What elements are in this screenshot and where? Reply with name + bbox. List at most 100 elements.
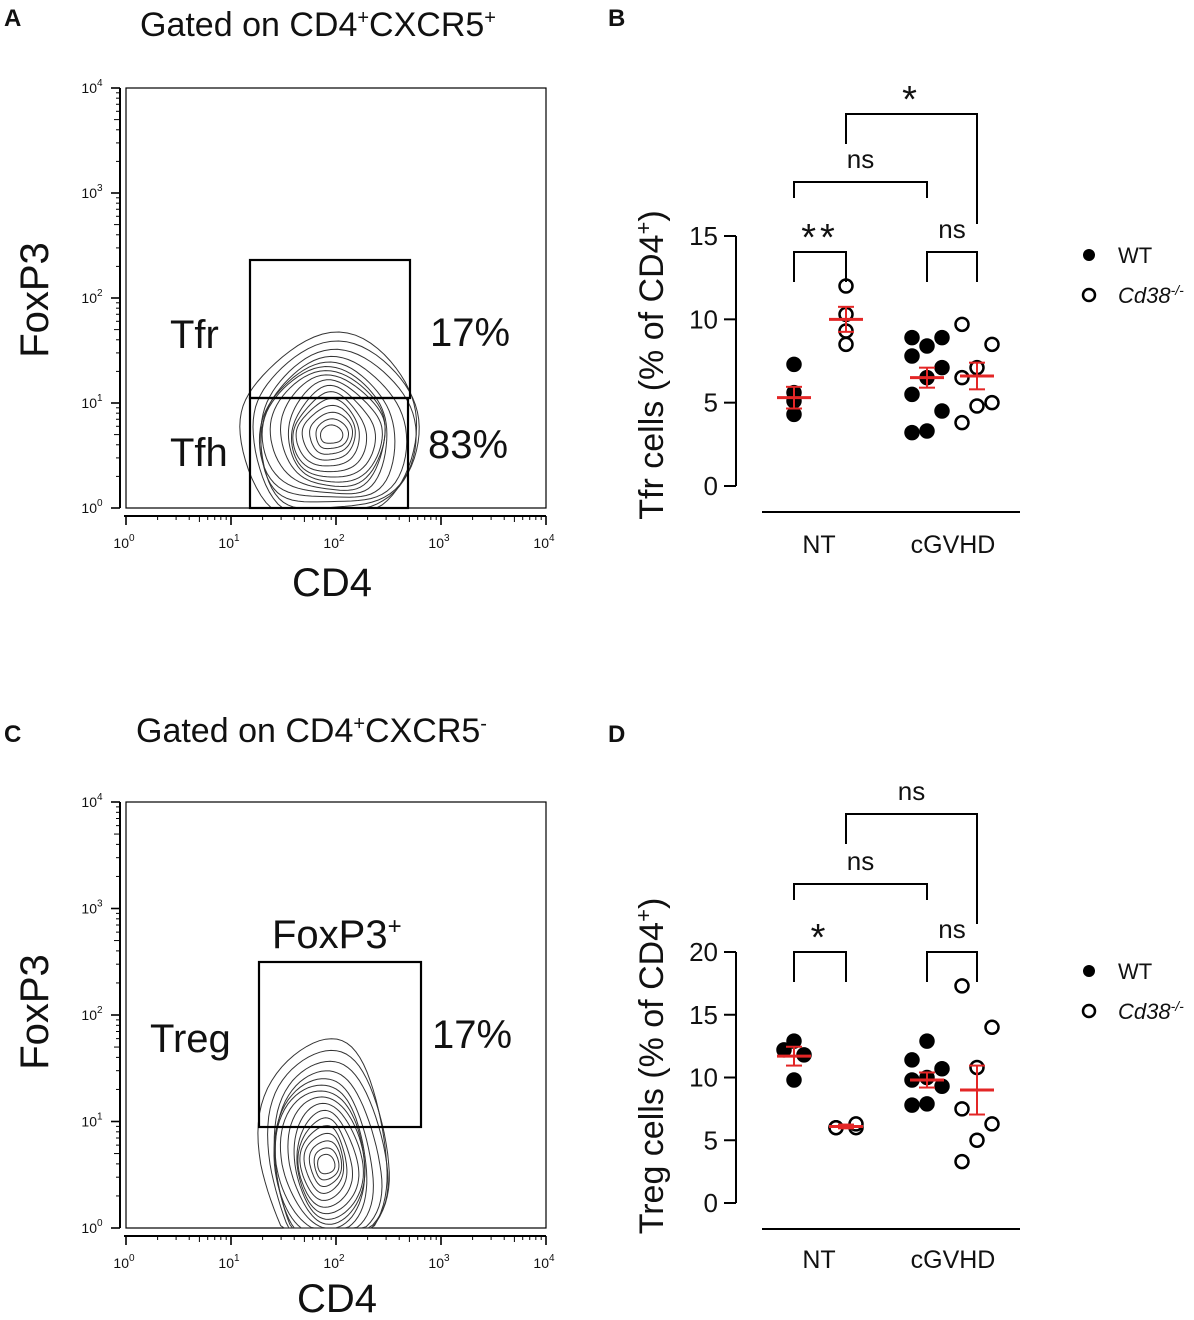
contour-line [274, 1070, 383, 1229]
y-tick-label: 20 [689, 937, 718, 967]
significance-bracket [793, 251, 847, 282]
data-point [954, 369, 970, 386]
contour-line [295, 398, 360, 467]
x-tick-label: 104 [533, 1253, 555, 1271]
contour-line [260, 348, 417, 509]
contour-line [308, 1140, 343, 1187]
panel-letter-c: C [4, 721, 21, 748]
contour-line [301, 404, 356, 461]
contour-group [239, 331, 420, 509]
data-point [954, 1153, 970, 1170]
significance-bracket [793, 883, 928, 900]
contour-line [290, 384, 377, 478]
data-point [954, 316, 970, 333]
y-tick-label: 102 [81, 288, 103, 306]
contour-line [252, 340, 420, 509]
x-tick-label: 102 [323, 1253, 345, 1271]
panel-c-xlabel: CD4 [297, 1277, 377, 1320]
data-point [969, 398, 985, 414]
data-point [934, 403, 950, 419]
gate-label-tfr: Tfr [170, 313, 219, 357]
panel-c-title: Gated on CD4+CXCR5- [136, 712, 487, 750]
data-point [984, 1019, 1000, 1036]
data-point [786, 1072, 802, 1088]
y-tick-label: 15 [689, 221, 718, 251]
data-point [786, 1033, 802, 1049]
data-point [904, 424, 920, 441]
contour-line [292, 391, 368, 473]
gate-box [248, 258, 412, 400]
contour-line [303, 1132, 345, 1195]
data-point [934, 1060, 950, 1077]
contour-line [261, 365, 388, 495]
scatter-plot-b: 0 5 10 15 ** ns ns * [689, 79, 1020, 513]
data-point [904, 1097, 920, 1113]
panel-a-title: Gated on CD4+CXCR5+ [140, 6, 496, 44]
gate-percent-treg: 17% [432, 1013, 512, 1057]
y-tick-label: 104 [81, 78, 103, 96]
data-point [919, 1033, 935, 1049]
y-tick-label: 100 [81, 498, 103, 516]
legend-b-ko-label: Cd38-/- [1118, 282, 1184, 308]
significance-bracket [845, 113, 978, 224]
gate-box [248, 396, 410, 510]
y-tick-label: 0 [704, 471, 718, 501]
data-point [904, 386, 920, 403]
x-tick-label: 101 [218, 1253, 240, 1271]
contour-line [315, 418, 349, 450]
gate-percent-tfh: 83% [428, 423, 508, 467]
significance-bracket [845, 813, 978, 924]
y-tick-label: 10 [689, 1063, 718, 1093]
legend-b-ko-marker [1081, 287, 1097, 303]
contour-line [257, 1038, 388, 1229]
x-tick-label: 100 [113, 1253, 135, 1271]
panel-d-ylabel: Treg cells (% of CD4+) [631, 898, 671, 1235]
data-point [919, 423, 935, 439]
data-point [984, 1116, 1000, 1132]
significance-label: ns [938, 214, 965, 244]
legend-b-wt-marker [1083, 249, 1095, 261]
significance-bracket [793, 951, 847, 982]
panel-b-category-cgvhd: cGVHD [911, 531, 996, 559]
contour-line [319, 424, 344, 444]
panel-letter-d: D [608, 721, 625, 748]
y-tick-label: 5 [704, 388, 718, 418]
x-tick-label: 104 [533, 533, 555, 551]
x-tick-label: 102 [323, 533, 345, 551]
panel-b-category-nt: NT [802, 531, 835, 559]
y-tick-label: 103 [81, 183, 103, 201]
contour-line [313, 1147, 340, 1181]
contour-line [267, 1049, 390, 1229]
contour-line [297, 1117, 354, 1208]
data-point [969, 1132, 985, 1148]
data-point [954, 414, 970, 431]
gate-percent-tfr: 17% [430, 311, 510, 355]
y-tick-label: 101 [81, 393, 103, 411]
x-tick-label: 103 [428, 1253, 450, 1271]
contour-line [258, 361, 396, 498]
significance-label: ns [898, 776, 925, 806]
contour-line [299, 1125, 348, 1201]
panel-a-ylabel: FoxP3 [13, 242, 57, 358]
data-point [838, 336, 854, 353]
data-point [786, 406, 802, 423]
data-point [904, 1052, 920, 1068]
panel-d-category-nt: NT [802, 1246, 835, 1274]
x-tick-label: 103 [428, 533, 450, 551]
contour-line [309, 411, 353, 455]
contour-line [287, 379, 383, 483]
data-point [934, 359, 950, 376]
y-tick-label: 0 [704, 1188, 718, 1218]
significance-bracket [926, 951, 978, 982]
y-tick-label: 15 [689, 1000, 718, 1030]
panel-d-category-cgvhd: cGVHD [911, 1246, 996, 1274]
panel-letter-a: A [4, 5, 21, 32]
gate-label-treg: Treg [150, 1017, 231, 1061]
significance-label: * [902, 79, 921, 121]
legend-b-wt-label: WT [1118, 243, 1152, 268]
legend-d-ko-marker [1081, 1003, 1097, 1019]
panel-a-xlabel: CD4 [292, 561, 372, 605]
data-point [919, 1096, 935, 1112]
legend-d: WT Cd38-/- [1081, 959, 1184, 1024]
